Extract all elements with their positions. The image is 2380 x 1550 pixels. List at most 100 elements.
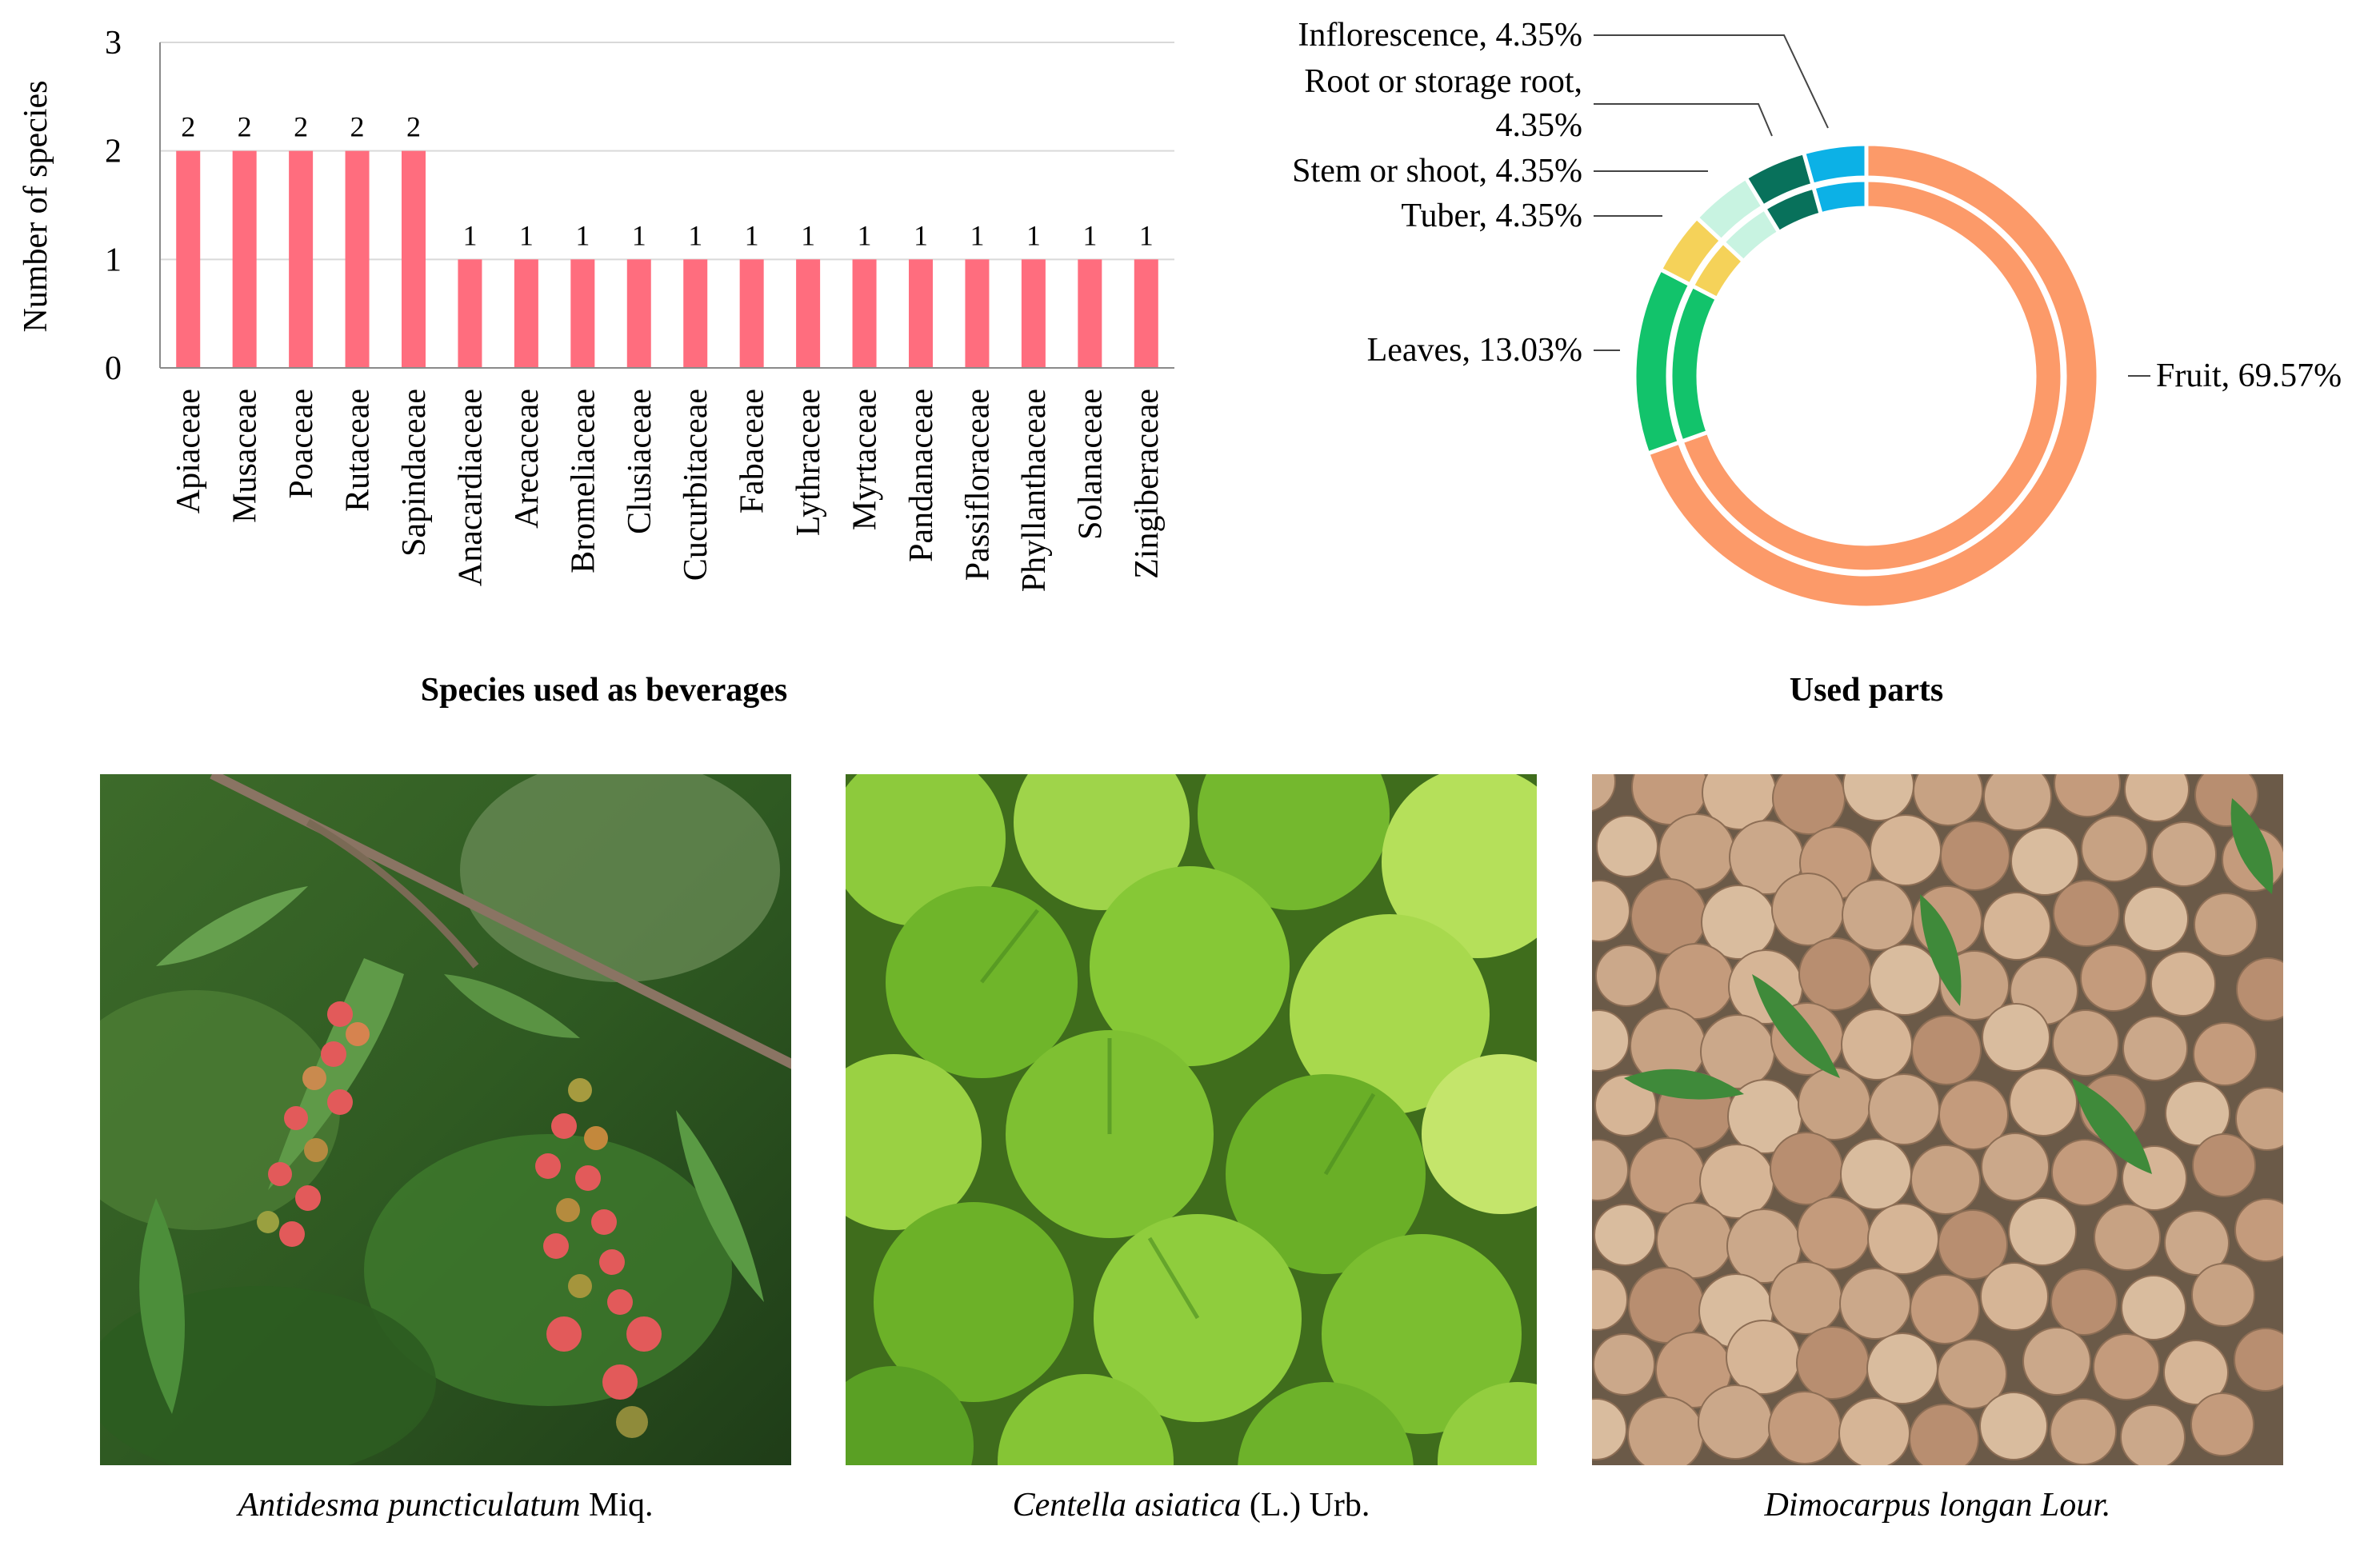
longan-fruit — [1983, 774, 2052, 831]
longan-fruit — [1768, 1391, 1842, 1464]
bar-value-label: 1 — [1139, 219, 1154, 251]
donut-chart-title: Used parts — [1790, 672, 1944, 709]
longan-fruit — [1866, 1332, 1938, 1404]
bar — [402, 150, 426, 368]
bar-chart-title: Species used as beverages — [421, 672, 787, 709]
longan-fruit — [2192, 1133, 2256, 1197]
longan-fruit — [1798, 1067, 1871, 1141]
donut-label: Inflorescence, 4.35% — [1298, 17, 1582, 54]
longan-fruit — [2190, 1392, 2254, 1456]
bar-value-label: 1 — [688, 219, 702, 251]
caption-antidesma: Antidesma puncticulatum Miq. — [100, 1486, 791, 1524]
longan-fruit — [1592, 774, 1616, 812]
longan-fruit — [1910, 1274, 1980, 1344]
bar-value-label: 2 — [406, 111, 421, 143]
category-tick-label: Rutaceae — [340, 389, 377, 512]
category-tick-label: Passifloraceae — [959, 389, 996, 581]
caption-rest-text: (L.) Urb. — [1241, 1487, 1370, 1524]
bar-value-label: 2 — [350, 111, 365, 143]
longan-fruits-photo — [1592, 774, 2283, 1465]
bar-value-label: 2 — [294, 111, 308, 143]
longan-fruit — [2234, 1328, 2283, 1392]
bar — [683, 259, 708, 368]
longan-fruit — [1838, 1397, 1910, 1465]
donut-chart: Fruit, 69.57% Leaves, 13.03% Tuber, 4.35% S… — [1292, 17, 2342, 709]
longan-fruit — [1980, 1262, 2049, 1331]
bar — [289, 150, 314, 368]
antidesma-berries-photo — [100, 774, 791, 1465]
caption-italic-text: Centella asiatica — [1012, 1487, 1242, 1524]
bar-value-label: 1 — [1082, 219, 1097, 251]
longan-fruit — [1842, 879, 1914, 951]
category-tick-label: Fabaceae — [734, 389, 771, 513]
longan-fruit — [1982, 1003, 2050, 1072]
bar-value-label: 1 — [462, 219, 477, 251]
longan-fruit — [1593, 1333, 1655, 1396]
longan-fruit — [1940, 821, 2010, 891]
longan-fruit — [1628, 1267, 1705, 1344]
longan-fruit — [1839, 1268, 1911, 1340]
bar-value-label: 1 — [575, 219, 590, 251]
category-tick-label: Bromeliaceae — [565, 389, 602, 573]
longan-fruit — [1592, 1398, 1627, 1460]
bar — [458, 259, 482, 368]
leader-line — [1594, 103, 1773, 137]
longan-fruit — [2081, 815, 2148, 882]
longan-fruit — [2009, 1068, 2078, 1137]
donut-label: Tuber, 4.35% — [1401, 198, 1582, 234]
longan-fruit — [2124, 774, 2190, 822]
longan-fruit — [2121, 1275, 2186, 1340]
bar-value-label: 1 — [858, 219, 872, 251]
category-tick-label: Lythraceae — [790, 389, 827, 536]
bar-value-label: 1 — [801, 219, 815, 251]
longan-fruit — [2051, 1139, 2118, 1206]
category-tick-label: Anacardiaceae — [452, 389, 489, 586]
leader-line — [1594, 34, 1829, 129]
longan-fruit — [1658, 943, 1734, 1020]
category-tick-label: Musaceae — [227, 389, 264, 523]
category-labels: Apiaceae Musaceae Poaceae Rutaceae Sapindace… — [170, 389, 1166, 592]
bar-value-label: 1 — [1026, 219, 1041, 251]
longan-fruit — [1910, 1145, 1981, 1215]
longan-fruit — [1840, 1138, 1912, 1210]
longan-fruit — [1594, 1074, 1657, 1137]
longan-fruit — [1979, 1392, 2048, 1460]
bar — [1021, 259, 1046, 368]
longan-fruit — [1867, 1203, 1939, 1275]
longan-fruit — [1627, 1396, 1704, 1465]
y-tick-label: 2 — [105, 134, 122, 170]
bar — [739, 259, 764, 368]
y-tick-labels: 0 1 2 3 — [105, 25, 122, 387]
longan-fruit — [1913, 774, 1983, 826]
caption-rest-text: Miq. — [580, 1487, 654, 1524]
category-tick-label: Myrtaceae — [847, 389, 884, 530]
longan-fruit — [2054, 774, 2121, 817]
bar-value-labels: 2 2 2 2 2 1 1 1 1 1 1 1 1 1 1 1 1 1 — [181, 111, 1154, 252]
longan-fruit — [2053, 880, 2120, 947]
longan-fruit — [1698, 1384, 1773, 1460]
bar — [852, 259, 877, 368]
longan-fruit — [1656, 1202, 1733, 1279]
longan-fruit — [2191, 1263, 2255, 1327]
donut-slice — [1810, 178, 1869, 217]
category-tick-label: Poaceae — [283, 389, 320, 499]
longan-fruit — [2050, 1398, 2117, 1465]
longan-fruit — [1798, 937, 1872, 1011]
bar — [626, 259, 651, 368]
longan-fruit — [1869, 944, 1941, 1016]
longan-fruit — [2194, 893, 2258, 957]
bar — [1134, 259, 1158, 368]
longan-fruit — [1938, 1209, 2008, 1280]
category-tick-label: Clusiaceae — [622, 389, 658, 534]
category-tick-label: Sapindaceae — [396, 389, 433, 557]
longan-fruit — [1841, 1009, 1913, 1081]
longan-fruit — [1797, 1196, 1870, 1270]
caption-centella: Centella asiatica (L.) Urb. — [846, 1486, 1537, 1524]
longan-fruit — [2165, 1081, 2230, 1146]
longan-fruit — [1938, 1080, 2009, 1150]
bar-value-label: 2 — [181, 111, 195, 143]
donut-label: 4.35% — [1496, 107, 1583, 144]
bar-value-label: 2 — [238, 111, 252, 143]
longan-fruit — [1937, 1339, 2007, 1409]
y-axis-label: Number of species — [18, 81, 54, 333]
